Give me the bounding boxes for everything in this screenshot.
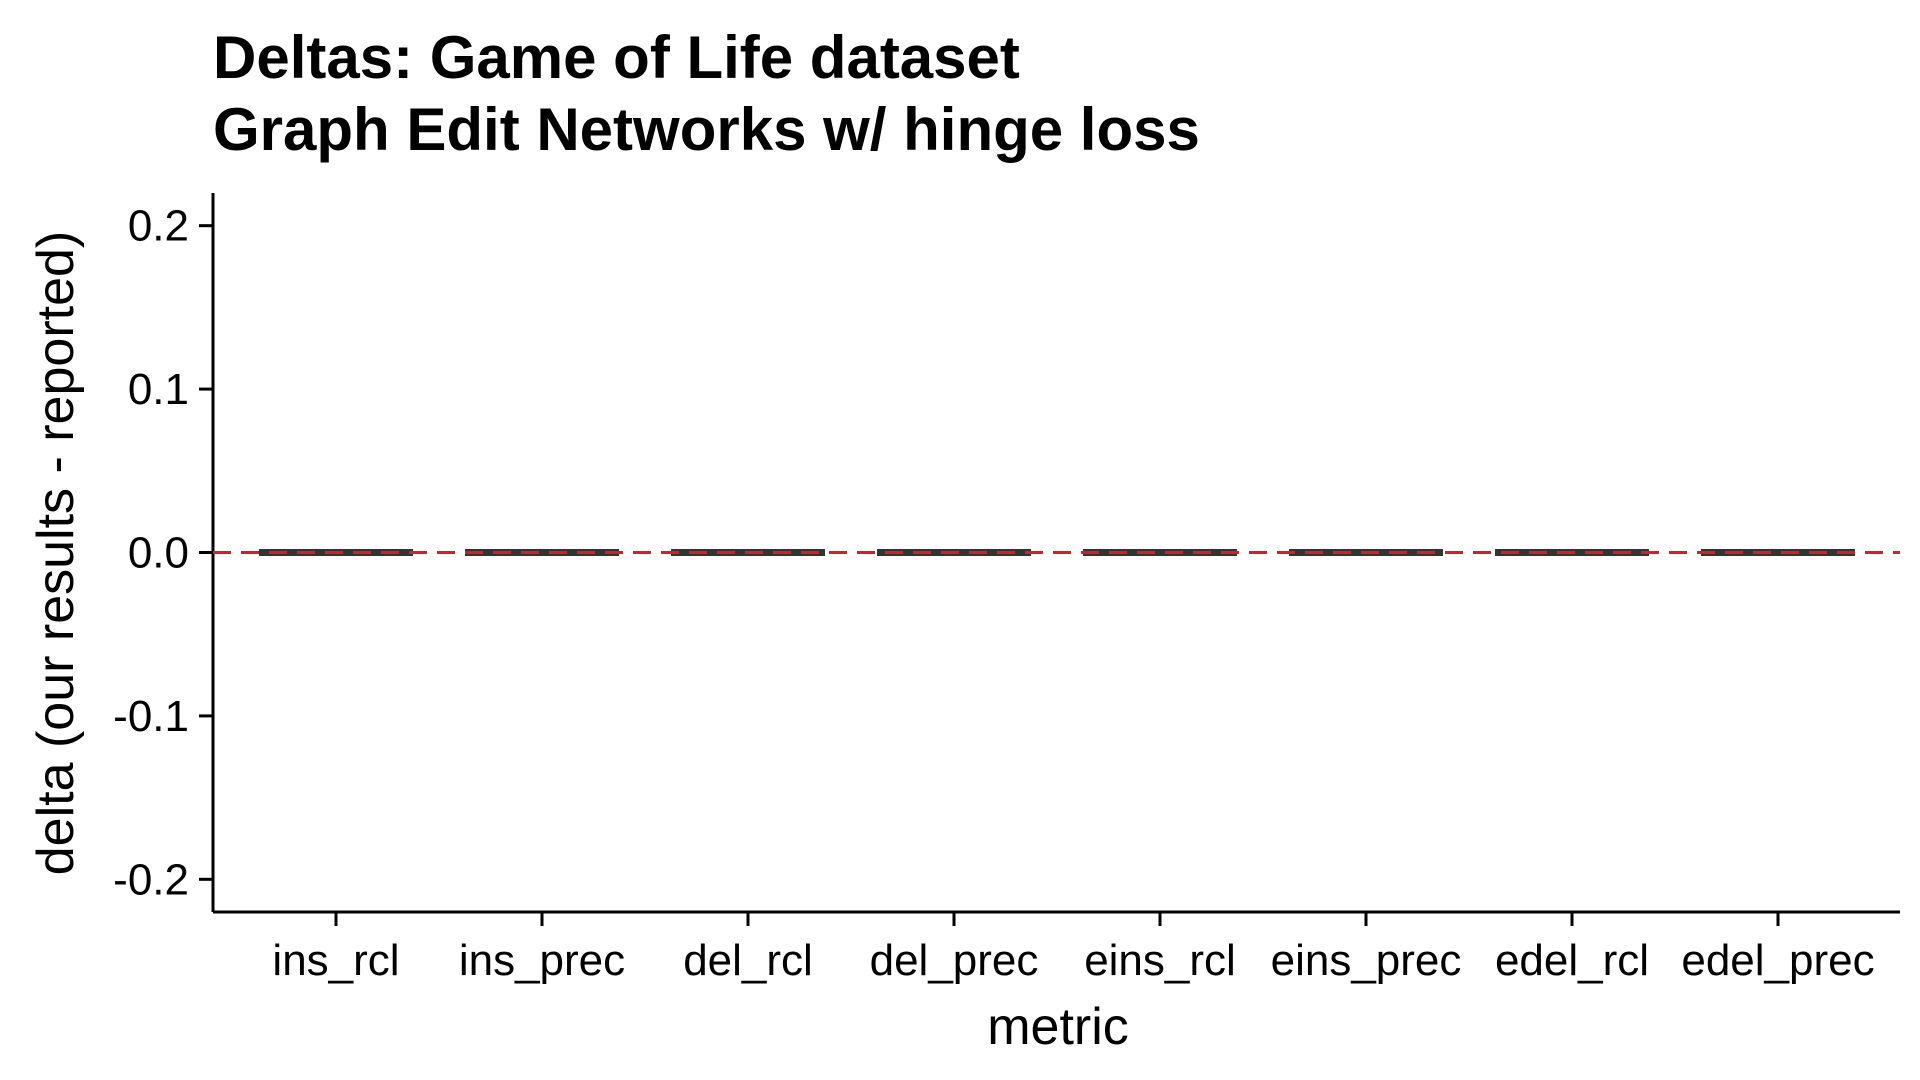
chart-title-block: Deltas: Game of Life dataset Graph Edit … xyxy=(213,22,1200,166)
y-tick-label: -0.1 xyxy=(113,692,189,741)
x-axis-title: metric xyxy=(987,998,1129,1056)
x-tick-label: edel_rcl xyxy=(1495,936,1649,985)
y-tick-label: 0.0 xyxy=(128,529,189,578)
x-tick-label: edel_prec xyxy=(1681,936,1874,985)
y-tick-label: 0.1 xyxy=(128,365,189,414)
y-axis-title: delta (our results - reported) xyxy=(27,231,85,876)
y-tick-label: -0.2 xyxy=(113,855,189,904)
x-tick-label: eins_rcl xyxy=(1084,936,1236,985)
x-tick-label: eins_prec xyxy=(1271,936,1462,985)
x-tick-label: del_rcl xyxy=(683,936,813,985)
chart-subtitle: Graph Edit Networks w/ hinge loss xyxy=(213,96,1200,163)
chart-title: Deltas: Game of Life dataset xyxy=(213,24,1020,91)
x-tick-label: ins_rcl xyxy=(272,936,399,985)
x-tick-label: ins_prec xyxy=(459,936,625,985)
x-tick-label: del_prec xyxy=(870,936,1039,985)
y-tick-label: 0.2 xyxy=(128,202,189,251)
plot-layer: 0.2 0.1 0.0 -0.1 -0.2 ins_rcl ins_prec del_rcl d… xyxy=(113,193,1900,985)
